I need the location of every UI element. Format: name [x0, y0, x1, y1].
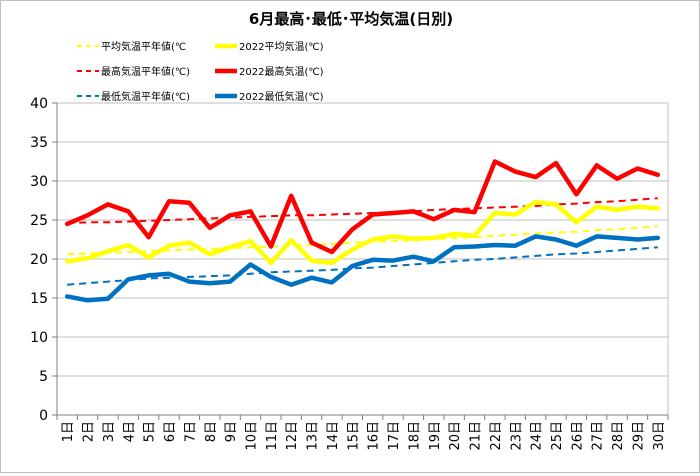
- y-tick-label: 30: [30, 174, 48, 190]
- x-tick-label: 26日: [570, 421, 585, 451]
- y-tick-label: 0: [39, 408, 48, 424]
- x-tick-label: 7日: [183, 421, 198, 442]
- x-tick-label: 8日: [204, 421, 219, 442]
- series-line-3: [67, 197, 658, 225]
- x-tick-label: 1日: [61, 421, 76, 442]
- y-tick-label: 35: [30, 135, 48, 151]
- x-tick-label: 11日: [265, 421, 280, 451]
- x-tick-label: 17日: [387, 421, 402, 451]
- x-tick-label: 21日: [469, 421, 484, 451]
- y-tick-label: 25: [30, 213, 48, 229]
- x-tick-label: 9日: [224, 421, 239, 442]
- x-tick-label: 13日: [306, 421, 321, 451]
- x-tick-label: 4日: [122, 421, 137, 442]
- legend-label: 2022最低気温(℃): [239, 90, 324, 103]
- legend-label: 最低気温平年値(℃): [101, 90, 190, 103]
- x-tick-label: 16日: [367, 421, 382, 451]
- series-line-6: [64, 234, 661, 303]
- series-group: [64, 159, 661, 303]
- y-tick-label: 20: [30, 252, 48, 268]
- x-tick-label: 28日: [611, 421, 626, 451]
- series-line-2: [64, 199, 661, 266]
- series-line-1: [67, 225, 658, 256]
- x-tick-label: 3日: [102, 421, 117, 442]
- y-tick-label: 40: [30, 96, 48, 112]
- legend-label: 2022平均気温(℃): [239, 40, 324, 53]
- x-tick-label: 25日: [550, 421, 565, 451]
- legend-label: 2022最高気温(℃): [239, 65, 324, 78]
- legend-label: 平均気温平年値(℃: [101, 40, 186, 53]
- x-tick-label: 22日: [489, 421, 504, 451]
- x-tick-label: 23日: [509, 421, 524, 451]
- legend-label: 最高気温平年値(℃): [101, 65, 190, 78]
- x-tick-label: 18日: [407, 421, 422, 451]
- y-axis: 0 5 10 15 20 25 30 35 40: [30, 96, 58, 424]
- y-tick-label: 5: [39, 369, 48, 385]
- x-tick-label: 6日: [163, 421, 178, 442]
- y-tick-label: 10: [30, 330, 48, 346]
- x-tick-label: 12日: [285, 421, 300, 451]
- x-tick-label: 20日: [448, 421, 463, 451]
- series-line-5: [67, 246, 658, 286]
- x-tick-label: 27日: [591, 421, 606, 451]
- x-tick-label: 19日: [428, 421, 443, 451]
- x-tick-label: 5日: [143, 421, 158, 442]
- x-tick-label: 30日: [652, 421, 667, 451]
- x-tick-label: 15日: [346, 421, 361, 451]
- x-tick-label: 10日: [244, 421, 259, 451]
- x-axis: 1日 2日 3日 4日 5日 6日 7日 8日 9日 10日 11日 12日 13日 14日 15日 16日 1…: [56, 414, 669, 451]
- chart-title: 6月最高･最低･平均気温(日別): [249, 10, 453, 28]
- x-tick-label: 29日: [631, 421, 646, 451]
- series-line-4: [64, 159, 661, 255]
- y-tick-label: 15: [30, 291, 48, 307]
- x-tick-label: 24日: [530, 421, 545, 451]
- x-tick-label: 2日: [82, 421, 97, 442]
- x-tick-label: 14日: [326, 421, 341, 451]
- legend: 平均気温平年値(℃ 2022平均気温(℃) 最高気温平年値(℃) 2022最高気温(℃…: [77, 40, 324, 103]
